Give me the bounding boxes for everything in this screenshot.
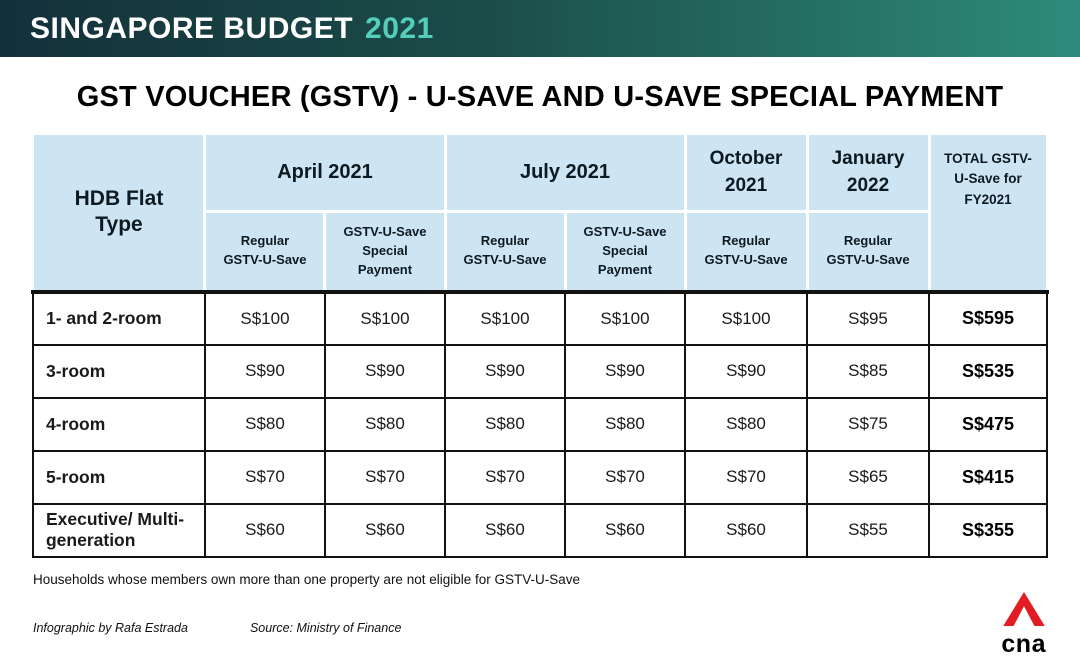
row-value-cell: S$100 (203, 289, 326, 346)
row-value-cell: S$90 (203, 343, 326, 399)
row-value-cell: S$70 (684, 449, 809, 505)
row-value-cell: S$80 (563, 396, 687, 452)
row-value-cell: S$90 (323, 343, 447, 399)
credit-author: Infographic by Rafa Estrada (33, 620, 188, 635)
cna-logo-text: cna (1001, 630, 1046, 658)
subheader-january-regular: Regular GSTV-U-Save (805, 210, 931, 293)
row-total-cell: S$355 (928, 502, 1049, 558)
subheader-april-regular: Regular GSTV-U-Save (203, 210, 327, 293)
row-value-cell: S$70 (203, 449, 326, 505)
row-value-cell: S$80 (444, 396, 566, 452)
row-value-cell: S$60 (203, 502, 326, 558)
footnote: Households whose members own more than o… (33, 571, 581, 587)
row-value-cell: S$85 (806, 343, 931, 399)
row-value-cell: S$70 (444, 449, 566, 505)
row-value-cell: S$60 (323, 502, 447, 558)
row-value-cell: S$100 (323, 289, 447, 346)
row-total-cell: S$475 (928, 396, 1049, 452)
row-value-cell: S$100 (684, 289, 809, 346)
row-value-cell: S$65 (806, 449, 931, 505)
row-total-cell: S$535 (928, 343, 1049, 399)
credits: Infographic by Rafa Estrada Source: Mini… (33, 621, 1047, 635)
subheader-april-special: GSTV-U-Save Special Payment (323, 210, 447, 293)
gstv-table: HDB Flat Type April 2021 July 2021 Octob… (31, 132, 1049, 558)
row-value-cell: S$75 (806, 396, 931, 452)
row-value-cell: S$100 (563, 289, 687, 346)
subheader-july-special: GSTV-U-Save Special Payment (563, 210, 687, 293)
row-value-cell: S$90 (684, 343, 809, 399)
row-value-cell: S$60 (563, 502, 687, 558)
row-label-cell: 3-room (31, 343, 206, 399)
page-title: GST VOUCHER (GSTV) - U-SAVE AND U-SAVE S… (76, 81, 1004, 113)
row-value-cell: S$95 (806, 289, 931, 346)
header-total: TOTAL GSTV-U-Save for FY2021 (927, 132, 1049, 293)
row-value-cell: S$55 (806, 502, 931, 558)
table-row: 1- and 2-room S$100 S$100 S$100 S$100 S$100 S$… (31, 289, 1049, 346)
header-april-2021: April 2021 (203, 132, 447, 213)
row-value-cell: S$80 (684, 396, 809, 452)
row-value-cell: S$80 (203, 396, 326, 452)
cna-logo: cna (1001, 592, 1046, 657)
banner-year: 2021 (365, 11, 434, 45)
header-july-2021: July 2021 (443, 132, 687, 213)
subheader-july-regular: Regular GSTV-U-Save (443, 210, 567, 293)
header-january-2022: January 2022 (805, 132, 931, 213)
banner: SINGAPORE BUDGET 2021 (0, 0, 1080, 57)
row-value-cell: S$70 (323, 449, 447, 505)
row-total-cell: S$595 (928, 289, 1049, 346)
table-row: 4-room S$80 S$80 S$80 S$80 S$80 S$75 S$475 (31, 396, 1049, 452)
row-label-cell: 4-room (31, 396, 206, 452)
row-label-cell: 1- and 2-room (31, 289, 206, 346)
table-row: 3-room S$90 S$90 S$90 S$90 S$90 S$85 S$535 (31, 343, 1049, 399)
row-value-cell: S$90 (444, 343, 566, 399)
row-value-cell: S$60 (444, 502, 566, 558)
row-label-cell: Executive/ Multi-generation (31, 502, 206, 558)
cna-logo-mark-icon (1002, 592, 1045, 631)
header-flat-type: HDB Flat Type (31, 132, 207, 293)
row-value-cell: S$70 (563, 449, 687, 505)
table-row: Executive/ Multi-generation S$60 S$60 S$60 S… (31, 502, 1049, 558)
row-total-cell: S$415 (928, 449, 1049, 505)
row-value-cell: S$100 (444, 289, 566, 346)
header-october-2021: October 2021 (683, 132, 809, 213)
banner-title: SINGAPORE BUDGET (30, 11, 354, 45)
subheader-october-regular: Regular GSTV-U-Save (683, 210, 809, 293)
table-body: 1- and 2-room S$100 S$100 S$100 S$100 S$100 S$… (31, 289, 1049, 558)
row-value-cell: S$60 (684, 502, 809, 558)
credit-source: Source: Ministry of Finance (249, 620, 402, 635)
row-label-cell: 5-room (31, 449, 206, 505)
row-value-cell: S$90 (563, 343, 687, 399)
table-header: HDB Flat Type April 2021 July 2021 Octob… (31, 132, 1049, 293)
row-value-cell: S$80 (323, 396, 447, 452)
table-row: 5-room S$70 S$70 S$70 S$70 S$70 S$65 S$415 (31, 449, 1049, 505)
